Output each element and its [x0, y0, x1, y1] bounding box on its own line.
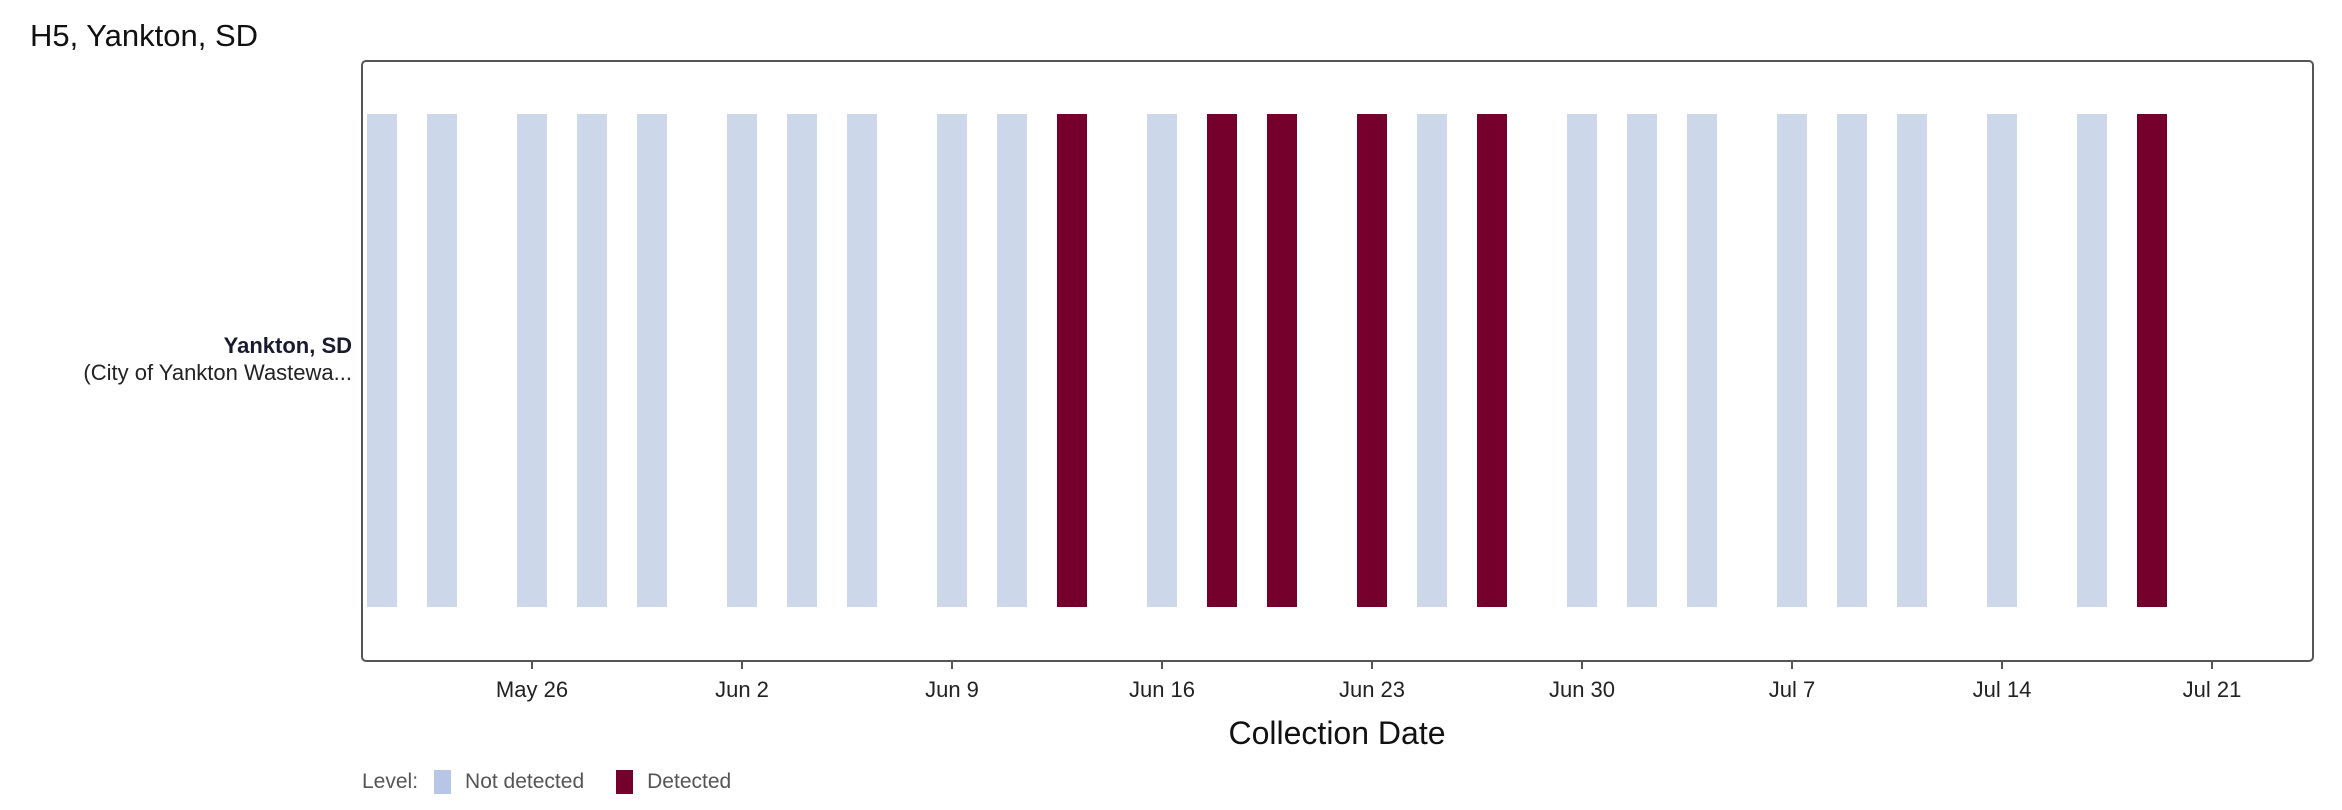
x-tick-label: Jul 14	[1973, 677, 2032, 702]
legend-swatch-detected	[616, 770, 634, 794]
bar-not-detected[interactable]	[847, 114, 877, 607]
bar-not-detected[interactable]	[937, 114, 967, 607]
bar-detected[interactable]	[1267, 114, 1297, 607]
site-label: Yankton, SD (City of Yankton Wastewa...	[83, 332, 352, 386]
bar-not-detected[interactable]	[1417, 114, 1447, 607]
legend-item-not-detected[interactable]: Not detected	[434, 770, 584, 794]
bar-not-detected[interactable]	[427, 114, 457, 607]
bar-not-detected[interactable]	[1687, 114, 1717, 607]
bars-layer	[367, 114, 2167, 607]
site-detail: (City of Yankton Wastewa...	[83, 360, 352, 385]
bar-not-detected[interactable]	[367, 114, 397, 607]
bar-detected[interactable]	[1057, 114, 1087, 607]
bar-not-detected[interactable]	[997, 114, 1027, 607]
x-tick-label: May 26	[496, 677, 568, 702]
legend-swatch-not-detected	[434, 770, 452, 794]
bar-not-detected[interactable]	[1987, 114, 2017, 607]
x-axis: May 26 Jun 2 Jun 9 Jun 16 Jun 23 Jun 30 Jul 7 J…	[496, 661, 2241, 702]
x-tick-label: Jun 30	[1549, 677, 1615, 702]
legend-label-not-detected: Not detected	[465, 770, 585, 793]
site-name: Yankton, SD	[223, 333, 352, 358]
x-tick-label: Jul 7	[1769, 677, 1815, 702]
bar-not-detected[interactable]	[1627, 114, 1657, 607]
bar-not-detected[interactable]	[1567, 114, 1597, 607]
bar-not-detected[interactable]	[1777, 114, 1807, 607]
legend: Level: Not detected Detected	[362, 770, 763, 794]
bar-not-detected[interactable]	[517, 114, 547, 607]
bar-detected[interactable]	[1357, 114, 1387, 607]
bar-not-detected[interactable]	[577, 114, 607, 607]
bar-not-detected[interactable]	[1837, 114, 1867, 607]
legend-label-detected: Detected	[647, 770, 732, 793]
bar-not-detected[interactable]	[1897, 114, 1927, 607]
bar-detected[interactable]	[2137, 114, 2167, 607]
x-tick-label: Jun 2	[715, 677, 769, 702]
bar-detected[interactable]	[1477, 114, 1507, 607]
bar-not-detected[interactable]	[637, 114, 667, 607]
chart-title: H5, Yankton, SD	[30, 18, 259, 53]
legend-title: Level:	[362, 770, 419, 793]
x-tick-label: Jun 9	[925, 677, 979, 702]
bar-not-detected[interactable]	[2077, 114, 2107, 607]
bar-not-detected[interactable]	[1147, 114, 1177, 607]
bar-not-detected[interactable]	[727, 114, 757, 607]
x-tick-label: Jun 23	[1339, 677, 1405, 702]
x-axis-title: Collection Date	[1229, 715, 1446, 751]
legend-item-detected[interactable]: Detected	[616, 770, 731, 794]
x-tick-label: Jun 16	[1129, 677, 1195, 702]
x-tick-label: Jul 21	[2183, 677, 2242, 702]
bar-detected[interactable]	[1207, 114, 1237, 607]
bar-not-detected[interactable]	[787, 114, 817, 607]
